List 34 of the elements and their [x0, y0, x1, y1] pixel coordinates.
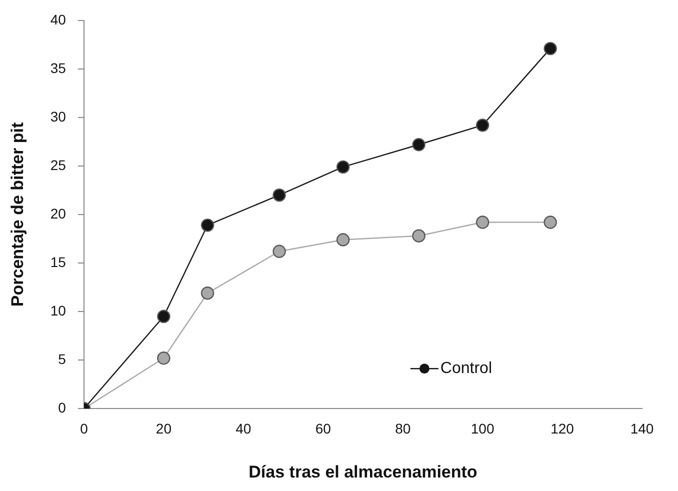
point — [336, 160, 350, 174]
x-tick-label: 120 — [550, 420, 574, 436]
x-tick-label: 0 — [80, 420, 88, 436]
x-axis-title: Días tras el almacenamiento — [248, 462, 478, 482]
x-tick-label: 60 — [315, 420, 332, 436]
point — [476, 118, 490, 132]
x-tick-label: 20 — [156, 420, 172, 436]
point — [544, 216, 557, 229]
point — [157, 352, 170, 365]
x-tick-label: 100 — [470, 420, 494, 436]
point — [412, 229, 426, 242]
point — [272, 244, 286, 258]
point — [200, 218, 214, 232]
y-tick-label: 35 — [50, 60, 66, 76]
y-tick-label: 0 — [58, 399, 66, 416]
y-tick-label: 10 — [50, 302, 66, 318]
y-tick-label: 20 — [50, 205, 66, 222]
x-tick-label: 140 — [630, 420, 654, 436]
legend-label: Control — [440, 360, 492, 378]
point — [200, 286, 214, 300]
y-tick-label: 25 — [50, 156, 66, 173]
y-tick-label: 5 — [58, 350, 66, 367]
x-tick-label: 40 — [236, 420, 252, 436]
x-tick-label: 80 — [395, 420, 411, 436]
point — [336, 233, 350, 246]
y-tick-label: 30 — [50, 108, 66, 124]
y-tick-label: 40 — [50, 11, 66, 28]
y-tick-label: 15 — [50, 254, 66, 270]
y-axis-title: Porcentaje de bitter pit — [8, 122, 27, 307]
point — [412, 138, 426, 152]
point — [544, 42, 557, 56]
point — [157, 310, 170, 323]
point — [272, 188, 286, 202]
point — [476, 216, 490, 229]
